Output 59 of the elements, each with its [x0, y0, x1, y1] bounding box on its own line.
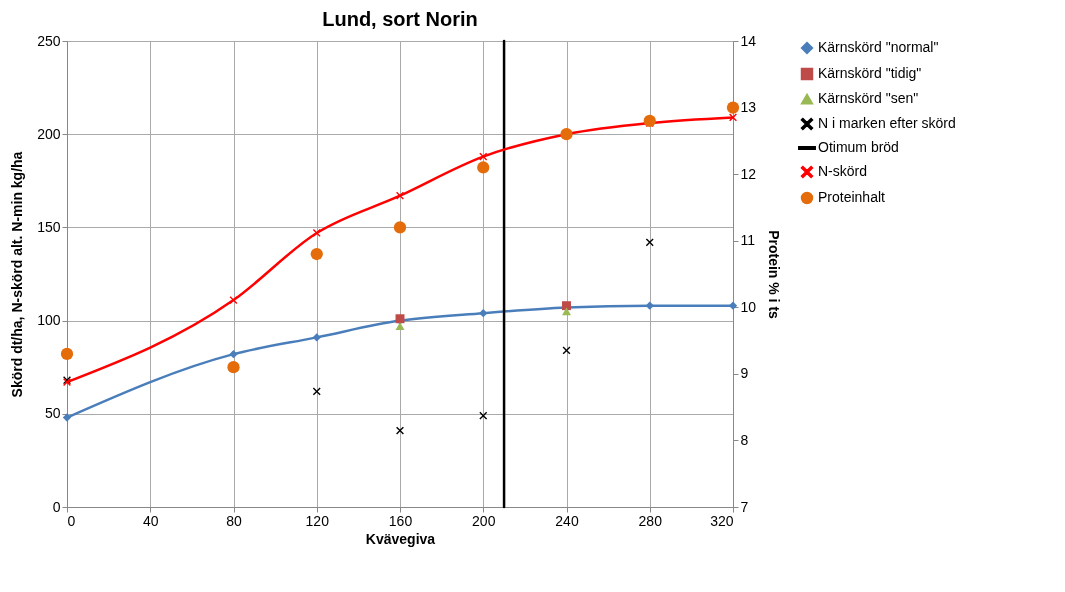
y2-axis-title: Protein % i ts [766, 230, 783, 320]
y2-tick-label: 11 [740, 232, 756, 249]
y2-tick-label: 7 [740, 498, 749, 515]
legend-label: Proteinhalt [818, 189, 886, 205]
y-tick-label: 200 [37, 125, 61, 142]
point [396, 191, 404, 200]
point [62, 413, 72, 422]
point [479, 152, 488, 161]
legend-label: Kärnskörd "sen" [818, 90, 919, 106]
y-tick-label: 0 [52, 498, 61, 515]
point [562, 307, 571, 316]
x-tick-label: 120 [305, 512, 330, 529]
x-tick-label: 240 [555, 512, 579, 529]
x-axis-title: Kvävegiva [365, 530, 436, 547]
y-axis-title: Skörd dt/ha, N-skörd alt. N-min kg/ha [9, 151, 26, 398]
y-tick-label: 100 [37, 312, 61, 329]
y2-tick-label: 10 [740, 298, 757, 315]
x-tick-label: 200 [472, 512, 496, 529]
point [229, 349, 238, 359]
x-tick-label: 0 [67, 512, 76, 529]
point [726, 101, 740, 114]
point [393, 221, 407, 234]
legend-label: Kärnskörd "tidig" [818, 65, 922, 81]
legend-label: Otimum bröd [818, 139, 899, 155]
legend-label: Kärnskörd "normal" [818, 39, 939, 55]
point [477, 161, 490, 174]
y2-tick-label: 14 [740, 32, 757, 49]
y2-tick-label: 9 [740, 365, 749, 382]
chart-title: Lund, sort Norin [322, 8, 478, 30]
point [395, 322, 405, 331]
point [396, 426, 404, 435]
point [729, 113, 737, 122]
point [645, 238, 654, 247]
point [562, 346, 571, 355]
point [312, 387, 321, 396]
x-tick-label: 280 [638, 512, 663, 529]
x-tick-label: 40 [142, 512, 159, 529]
point [479, 411, 488, 420]
y-tick-label: 150 [37, 218, 61, 235]
legend-label: N-skörd [818, 163, 868, 179]
y-tick-label: 250 [37, 32, 61, 49]
x-tick-label: 80 [226, 512, 242, 529]
point [645, 301, 654, 310]
point [60, 347, 74, 360]
point [479, 308, 488, 318]
point [310, 247, 323, 261]
y-tick-label: 50 [44, 405, 61, 422]
x-tick-label: 320 [710, 512, 734, 529]
point [227, 361, 240, 374]
y2-tick-label: 12 [740, 165, 757, 182]
point [312, 229, 321, 237]
point [229, 296, 238, 304]
y2-tick-label: 8 [740, 431, 749, 448]
point [312, 333, 321, 342]
y2-tick-label: 13 [740, 99, 757, 116]
legend-label: N i marken efter skörd [818, 115, 956, 131]
point [728, 301, 738, 310]
x-tick-label: 160 [388, 512, 413, 529]
point [643, 114, 656, 127]
